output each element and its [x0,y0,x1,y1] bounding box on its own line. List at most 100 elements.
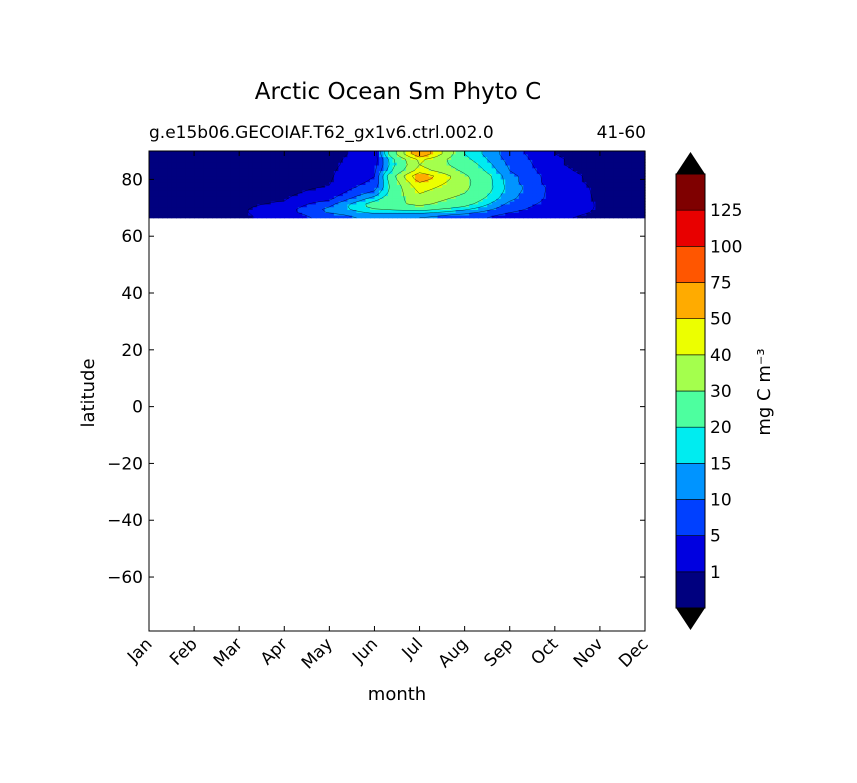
heatmap-cell [284,184,290,188]
heatmap-cell [464,212,470,216]
heatmap-cell [293,189,299,194]
heatmap-cell [496,156,502,160]
heatmap-cell [378,184,385,188]
heatmap-cell [568,176,574,180]
heatmap-cell [252,153,258,158]
heatmap-cell [424,192,430,197]
heatmap-cell [189,176,195,180]
heatmap-cell [257,187,263,191]
heatmap-cell [559,206,565,210]
heatmap-cell [577,203,583,208]
heatmap-cell [171,187,177,191]
heatmap-cell [581,167,587,172]
heatmap-cell [401,162,407,166]
heatmap-cell [374,214,380,219]
heatmap-cell [378,214,385,219]
heatmap-cell [387,164,394,169]
heatmap-cell [387,187,394,191]
heatmap-cell [518,153,524,158]
heatmap-cell [581,164,587,169]
heatmap-cell [541,181,547,185]
heatmap-cell [473,178,479,183]
heatmap-cell [482,184,488,188]
heatmap-cell [568,189,574,194]
heatmap-cell [595,162,601,166]
heatmap-cell [433,159,439,163]
heatmap-cell [554,212,560,216]
heatmap-cell [293,187,299,191]
heatmap-cell [203,206,209,210]
heatmap-cell [406,195,412,199]
heatmap-cell [158,181,164,185]
heatmap-cell [613,170,619,174]
heatmap-cell [482,206,488,210]
heatmap-cell [320,192,326,197]
heatmap-cell [293,176,299,180]
heatmap-cell [455,203,461,208]
heatmap-cell [527,162,533,166]
heatmap-cell [518,170,524,174]
heatmap-cell [162,212,168,216]
heatmap-cell [225,209,231,213]
heatmap-cell [180,212,186,216]
heatmap-cell [365,192,371,197]
heatmap-cell [505,214,511,219]
heatmap-cell [243,209,249,213]
heatmap-cell [482,153,488,158]
heatmap-cell [518,192,524,197]
heatmap-cell [383,209,389,213]
heatmap-cell [207,214,213,219]
heatmap-cell [608,201,615,205]
heatmap-cell [315,209,321,213]
heatmap-cell [387,195,394,199]
heatmap-cell [387,151,394,155]
heatmap-cell [446,151,452,155]
heatmap-cell [234,167,240,172]
heatmap-cell [167,176,173,180]
heatmap-cell [176,201,182,205]
heatmap-cell [563,162,569,166]
heatmap-cell [406,167,412,172]
heatmap-cell [640,156,646,160]
heatmap-cell [252,203,258,208]
heatmap-cell [482,214,488,219]
heatmap-cell [514,181,520,185]
heatmap-cell [460,156,466,160]
heatmap-cell [329,214,335,219]
heatmap-cell [446,159,452,163]
heatmap-cell [617,153,624,158]
heatmap-cell [622,184,628,188]
heatmap-cell [293,170,299,174]
heatmap-cell [243,214,249,219]
heatmap-cell [302,214,308,219]
heatmap-cell [514,203,520,208]
heatmap-cell [288,153,294,158]
heatmap-cell [180,187,186,191]
heatmap-cell [338,159,344,163]
heatmap-cell [478,212,484,216]
heatmap-cell [572,198,578,202]
heatmap-cell [207,212,213,216]
heatmap-cell [505,189,511,194]
heatmap-cell [347,164,353,169]
heatmap-cell [559,198,565,202]
heatmap-cell [595,178,601,183]
heatmap-cell [617,162,624,166]
heatmap-cell [527,167,533,172]
heatmap-cell [496,181,502,185]
heatmap-cell [329,187,335,191]
heatmap-cell [514,170,520,174]
heatmap-cell [635,198,642,202]
heatmap-cell [442,170,448,174]
heatmap-cell [563,198,569,202]
heatmap-cell [216,189,222,194]
heatmap-cell [599,198,606,202]
heatmap-cell [478,181,484,185]
heatmap-cell [392,203,398,208]
heatmap-cell [180,173,186,177]
heatmap-cell [397,153,403,158]
heatmap-cell [194,176,200,180]
heatmap-cell [532,167,538,172]
heatmap-cell [225,153,231,158]
heatmap-cell [270,203,276,208]
